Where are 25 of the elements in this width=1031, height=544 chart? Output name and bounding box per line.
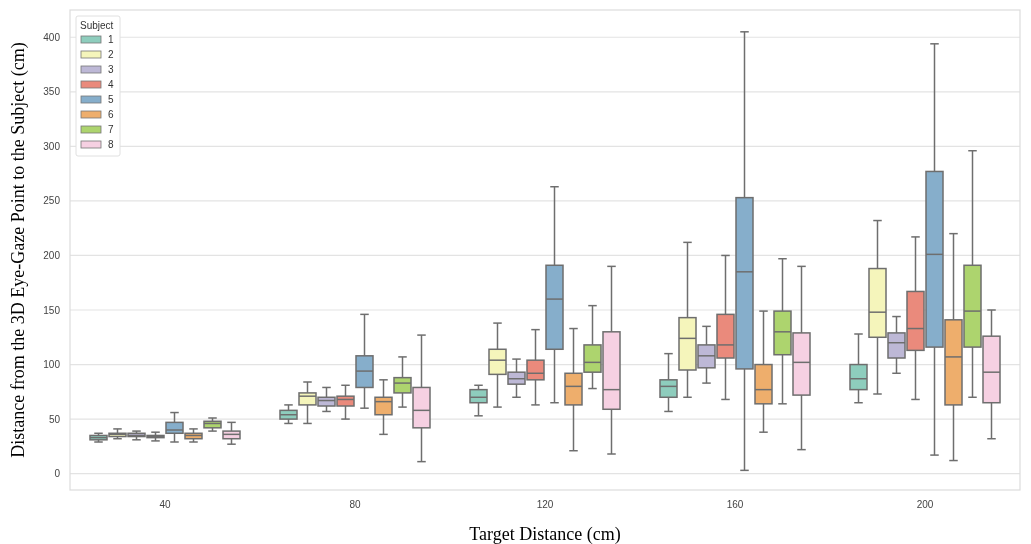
x-tick-label: 160 (726, 499, 744, 510)
y-axis-title: Distance from the 3D Eye-Gaze Point to the Subject (cm) (8, 42, 29, 458)
legend-label: 5 (108, 94, 114, 105)
legend-label: 8 (108, 139, 114, 150)
x-axis-title: Target Distance (cm) (469, 524, 621, 544)
y-tick-label: 100 (43, 359, 61, 371)
legend-label: 7 (108, 124, 114, 135)
legend-label: 2 (108, 49, 114, 60)
legend-title: Subject (80, 20, 114, 31)
x-tick-label: 40 (159, 499, 171, 510)
y-tick-label: 0 (54, 468, 61, 480)
legend-label: 4 (108, 79, 114, 90)
legend-label: 3 (108, 64, 114, 75)
x-tick-label: 120 (536, 499, 554, 510)
legend-label: 6 (108, 109, 114, 120)
y-tick-label: 250 (43, 195, 61, 207)
y-tick-label: 350 (43, 86, 61, 98)
x-tick-label: 200 (916, 499, 934, 510)
y-tick-label: 400 (43, 31, 61, 43)
y-tick-label: 150 (43, 304, 61, 316)
legend-label: 1 (108, 34, 114, 45)
y-tick-label: 50 (48, 413, 61, 425)
y-tick-label: 300 (43, 140, 61, 152)
x-tick-label: 80 (349, 499, 361, 510)
y-tick-label: 200 (43, 249, 61, 261)
